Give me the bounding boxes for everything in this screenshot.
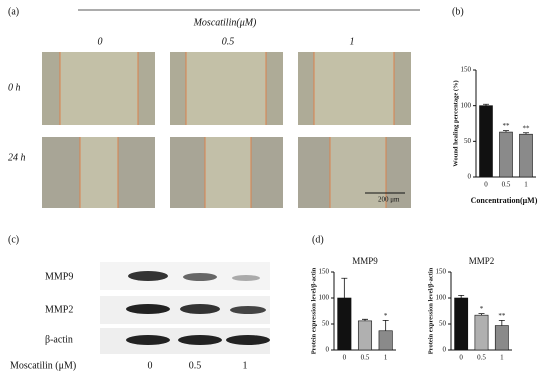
x-tick-label: 0	[459, 354, 463, 362]
row-label: 0 h	[8, 82, 21, 93]
bar	[337, 297, 352, 351]
western-blot	[100, 262, 270, 354]
error-bar	[503, 130, 509, 133]
bar	[474, 314, 489, 351]
micrographs	[42, 52, 411, 208]
y-axis-label: Wound healing percentage (%)	[452, 80, 459, 166]
bar	[499, 131, 513, 178]
x-tick-label: 1	[524, 181, 528, 189]
y-tick-label: 0	[468, 173, 472, 181]
band-label: β-actin	[45, 334, 73, 345]
x-tick-label: 0	[343, 354, 347, 362]
y-tick-label: 0	[326, 346, 330, 354]
lane-label: 0	[148, 360, 153, 371]
chart-title: MMP9	[352, 256, 378, 266]
error-bar	[341, 277, 348, 298]
y-axis-label: Protein expression level/β-actin	[427, 267, 434, 354]
row-label: 24 h	[8, 152, 26, 163]
bar	[519, 133, 533, 178]
y-tick-label: 50	[322, 320, 330, 328]
column-label: 0.5	[222, 36, 235, 47]
treatment-label: Moscatilin(μM)	[193, 17, 257, 28]
lane-label: 0.5	[189, 360, 202, 371]
bar	[494, 325, 509, 351]
x-tick-label: 0	[484, 181, 488, 189]
significance: **	[498, 312, 506, 320]
y-tick-label: 150	[319, 268, 330, 276]
y-tick-label: 100	[436, 294, 447, 302]
panel-label: (c)	[8, 234, 19, 245]
y-tick-label: 50	[439, 320, 447, 328]
x-tick-label: 0.5	[502, 181, 511, 189]
column-label: 0	[98, 36, 103, 47]
x-tick-label: 0.5	[361, 354, 370, 362]
bar	[357, 320, 373, 351]
column-label: 1	[350, 36, 355, 47]
error-bar	[458, 295, 465, 298]
y-tick-label: 150	[461, 66, 472, 74]
bar	[454, 297, 469, 351]
panel-label: (a)	[8, 6, 19, 17]
chart-title: MMP2	[469, 256, 495, 266]
error-bar	[523, 132, 529, 135]
panel-label: (d)	[312, 234, 324, 245]
y-tick-label: 150	[436, 268, 447, 276]
error-bar	[362, 318, 368, 321]
y-tick-label: 100	[461, 101, 472, 109]
x-axis-label: Concentration(μM)	[471, 196, 538, 205]
scale-bar-label: 200 μm	[378, 196, 400, 204]
treatment-label: Moscatilin (μM)	[10, 360, 76, 371]
band-label: MMP9	[45, 271, 73, 282]
x-tick-label: 1	[500, 354, 504, 362]
error-bar	[478, 313, 485, 316]
lane-label: 1	[243, 360, 248, 371]
band-label: MMP2	[45, 304, 73, 315]
significance: *	[480, 305, 484, 313]
y-axis-label: Protein expression level/β-actin	[310, 267, 317, 354]
bar	[479, 105, 493, 178]
error-bar	[483, 103, 489, 106]
y-tick-label: 0	[443, 346, 447, 354]
error-bar	[498, 319, 505, 326]
y-tick-label: 50	[464, 137, 472, 145]
significance: *	[384, 312, 388, 320]
significance: **	[523, 124, 531, 132]
error-bar	[382, 319, 389, 331]
x-tick-label: 1	[384, 354, 388, 362]
panel-label: (b)	[452, 6, 464, 17]
y-tick-label: 100	[319, 294, 330, 302]
x-tick-label: 0.5	[477, 354, 486, 362]
bar	[378, 330, 393, 351]
significance: **	[503, 122, 511, 130]
